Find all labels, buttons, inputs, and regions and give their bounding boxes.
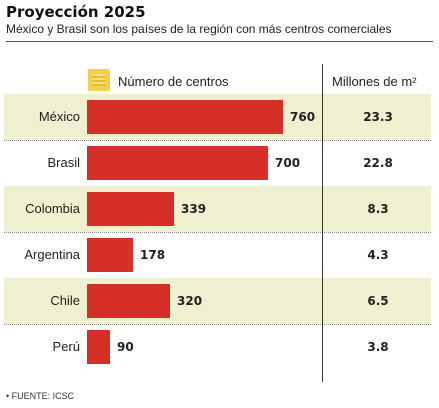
column-divider [322,64,323,382]
table-row: Perú [4,324,431,370]
row-separator [4,140,431,141]
category-label: Perú [52,339,80,354]
source-note: • FUENTE: ICSC [6,391,75,401]
row-separator [4,232,431,233]
category-label: Argentina [24,247,80,262]
area-value: 8.3 [367,202,389,216]
category-label: Colombia [25,201,80,216]
table-row: Brasil [4,140,431,186]
chart-subtitle: México y Brasil son los países de la reg… [6,22,392,36]
bar [87,238,133,272]
bar-value-label: 178 [140,248,166,262]
category-label: Chile [50,293,80,308]
table-row: Colombia [4,186,431,232]
area-value: 4.3 [367,248,389,262]
area-value: 22.8 [363,156,393,170]
bar-value-label: 90 [117,340,134,354]
area-value: 6.5 [367,294,389,308]
legend-swatch-icon [88,69,110,91]
legend-bar-label: Número de centros [118,74,229,89]
area-value: 3.8 [367,340,389,354]
bar [87,330,110,364]
category-label: Brasil [47,155,80,170]
table-row: Argentina [4,232,431,278]
row-separator [4,324,431,325]
bar-value-label: 700 [275,156,301,170]
bar [87,100,283,134]
bar-value-label: 320 [177,294,203,308]
chart-title: Proyección 2025 [6,3,146,21]
category-label: México [38,109,80,124]
table-row: Chile [4,278,431,324]
column2-header: Millones de m² [332,74,417,89]
bar [87,192,174,226]
title-rule [6,41,433,42]
bar [87,284,170,318]
bar [87,146,268,180]
bar-value-label: 339 [181,202,207,216]
bar-value-label: 760 [290,110,316,124]
area-value: 23.3 [363,110,393,124]
